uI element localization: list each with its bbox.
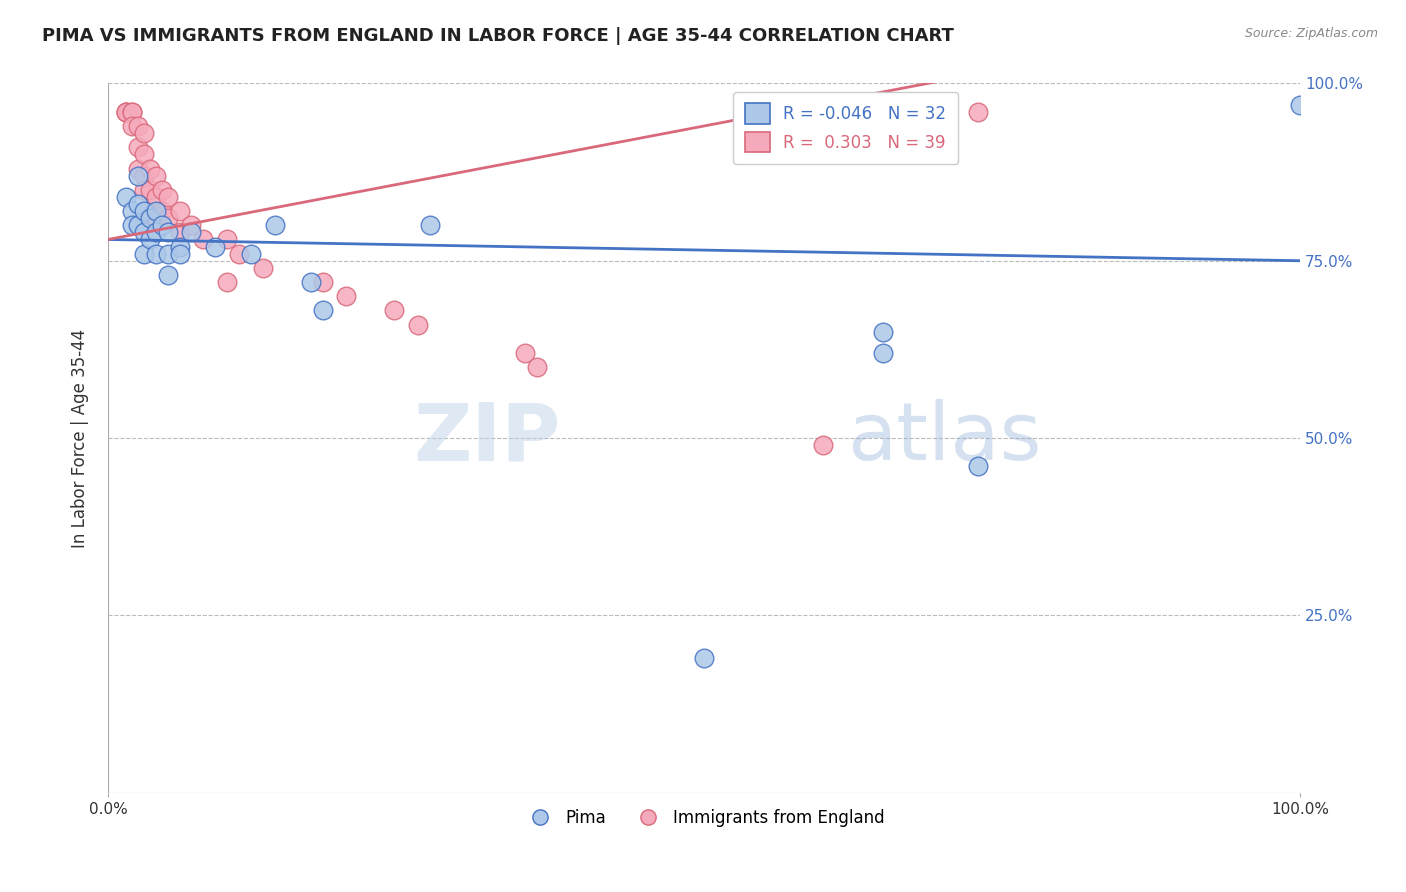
Point	[145, 204, 167, 219]
Point	[1289, 97, 1312, 112]
Text: Source: ZipAtlas.com: Source: ZipAtlas.com	[1244, 27, 1378, 40]
Point	[132, 204, 155, 219]
Point	[156, 211, 179, 226]
Point	[127, 169, 149, 183]
Text: ZIP: ZIP	[413, 399, 561, 477]
Point	[127, 219, 149, 233]
Point	[217, 275, 239, 289]
Point	[156, 190, 179, 204]
Point	[169, 239, 191, 253]
Point	[138, 204, 160, 219]
Point	[145, 169, 167, 183]
Point	[169, 226, 191, 240]
Point	[145, 226, 167, 240]
Point	[169, 204, 191, 219]
Point	[252, 260, 274, 275]
Point	[121, 219, 143, 233]
Point	[115, 104, 138, 119]
Point	[419, 219, 441, 233]
Point	[169, 246, 191, 260]
Point	[121, 119, 143, 133]
Point	[156, 246, 179, 260]
Legend: Pima, Immigrants from England: Pima, Immigrants from England	[517, 803, 891, 834]
Text: PIMA VS IMMIGRANTS FROM ENGLAND IN LABOR FORCE | AGE 35-44 CORRELATION CHART: PIMA VS IMMIGRANTS FROM ENGLAND IN LABOR…	[42, 27, 955, 45]
Point	[872, 325, 894, 339]
Point	[121, 104, 143, 119]
Point	[382, 303, 405, 318]
Point	[127, 140, 149, 154]
Y-axis label: In Labor Force | Age 35-44: In Labor Force | Age 35-44	[72, 328, 89, 548]
Point	[138, 161, 160, 176]
Point	[132, 126, 155, 140]
Point	[526, 360, 548, 375]
Point	[115, 104, 138, 119]
Point	[127, 197, 149, 211]
Text: atlas: atlas	[846, 399, 1042, 477]
Point	[872, 346, 894, 360]
Point	[150, 183, 173, 197]
Point	[217, 232, 239, 246]
Point	[406, 318, 429, 332]
Point	[693, 651, 716, 665]
Point	[515, 346, 537, 360]
Point	[138, 232, 160, 246]
Point	[132, 169, 155, 183]
Point	[150, 204, 173, 219]
Point	[311, 275, 333, 289]
Point	[311, 303, 333, 318]
Point	[156, 268, 179, 282]
Point	[967, 459, 990, 474]
Point	[127, 161, 149, 176]
Point	[127, 119, 149, 133]
Point	[264, 219, 287, 233]
Point	[132, 183, 155, 197]
Point	[138, 183, 160, 197]
Point	[138, 211, 160, 226]
Point	[180, 219, 202, 233]
Point	[145, 211, 167, 226]
Point	[228, 246, 250, 260]
Point	[145, 246, 167, 260]
Point	[193, 232, 215, 246]
Point	[180, 226, 202, 240]
Point	[121, 204, 143, 219]
Point	[811, 438, 834, 452]
Point	[132, 226, 155, 240]
Point	[967, 104, 990, 119]
Point	[240, 246, 263, 260]
Point	[145, 190, 167, 204]
Point	[115, 190, 138, 204]
Point	[132, 147, 155, 161]
Point	[121, 104, 143, 119]
Point	[335, 289, 357, 303]
Point	[156, 226, 179, 240]
Point	[115, 104, 138, 119]
Point	[150, 219, 173, 233]
Point	[204, 239, 226, 253]
Point	[132, 246, 155, 260]
Point	[299, 275, 322, 289]
